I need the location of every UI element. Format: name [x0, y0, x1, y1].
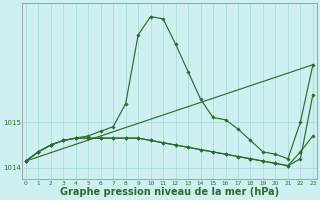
- X-axis label: Graphe pression niveau de la mer (hPa): Graphe pression niveau de la mer (hPa): [60, 187, 279, 197]
